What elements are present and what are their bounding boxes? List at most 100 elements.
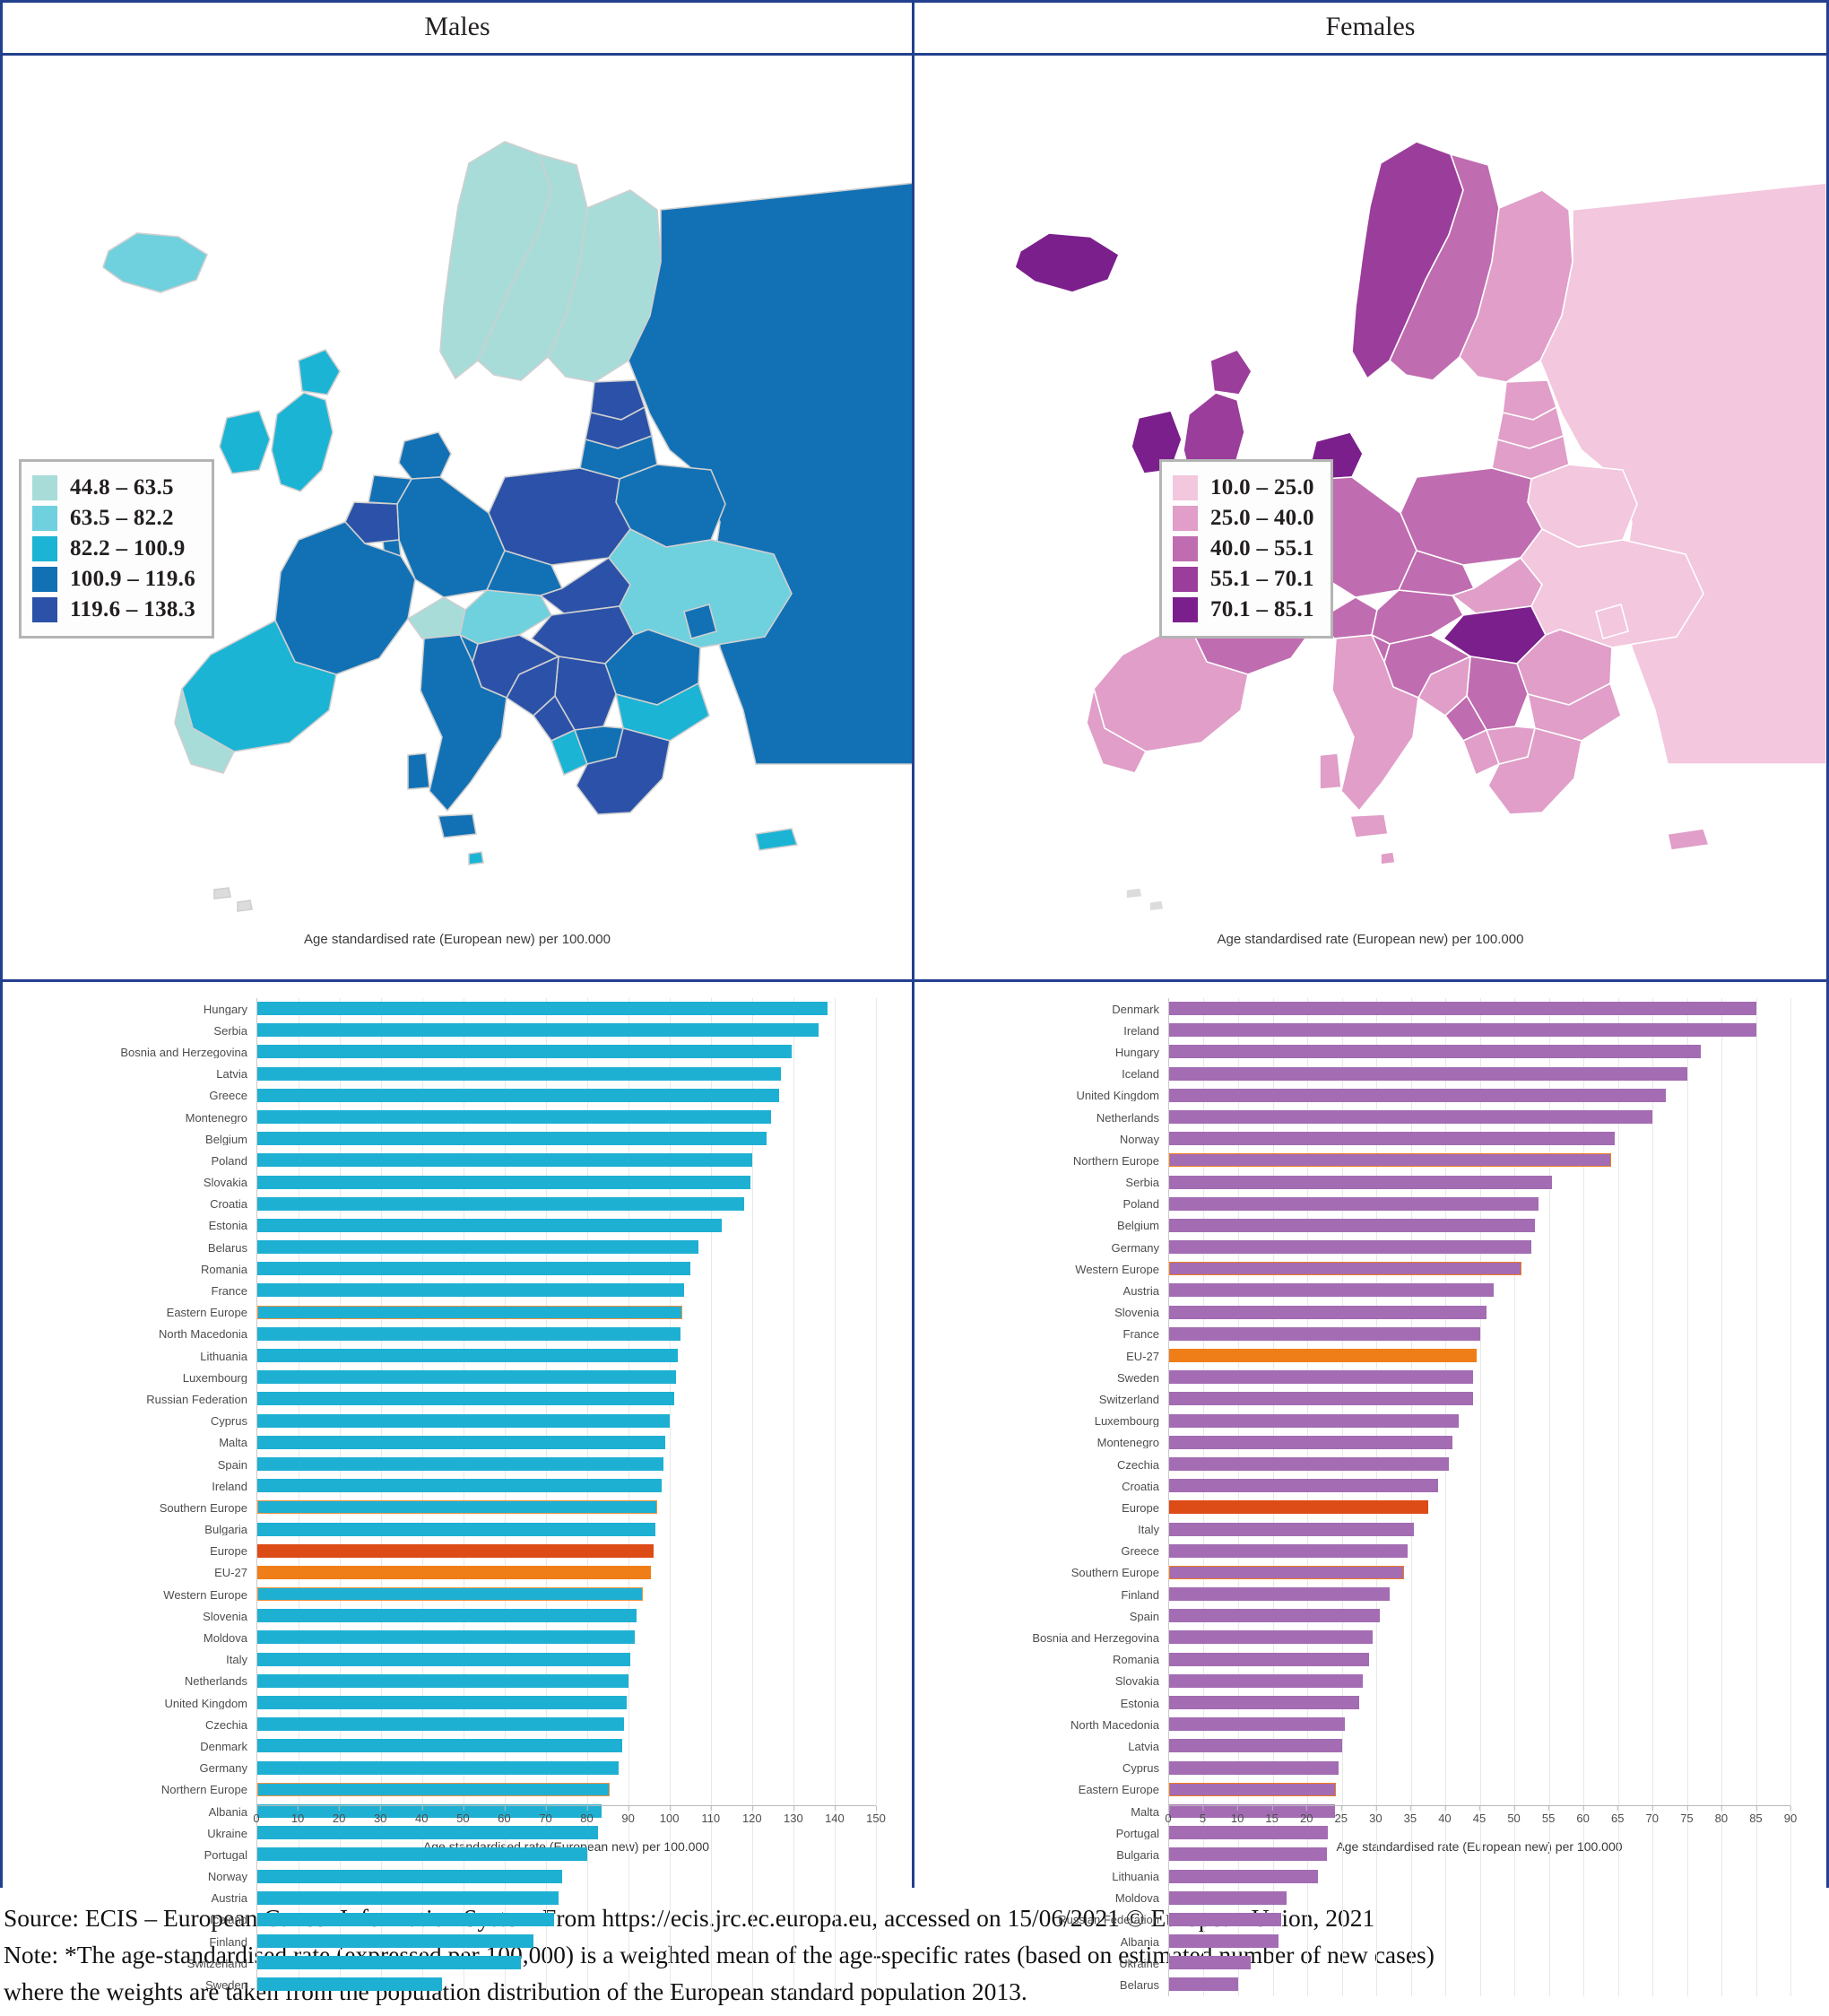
bar[interactable] bbox=[257, 1109, 771, 1124]
bar[interactable] bbox=[1169, 1869, 1318, 1883]
bar[interactable] bbox=[1169, 1934, 1279, 1949]
bar[interactable] bbox=[257, 1500, 658, 1515]
bar[interactable] bbox=[257, 1326, 680, 1341]
bar[interactable] bbox=[1169, 1045, 1701, 1059]
bar[interactable] bbox=[257, 1045, 792, 1059]
bar[interactable] bbox=[1169, 1392, 1473, 1406]
bar[interactable] bbox=[257, 1630, 635, 1645]
bar[interactable] bbox=[257, 1826, 598, 1840]
bar[interactable] bbox=[1169, 1500, 1428, 1515]
bar[interactable] bbox=[257, 1696, 627, 1709]
bar[interactable] bbox=[257, 1283, 685, 1298]
bar[interactable] bbox=[1169, 1066, 1687, 1081]
bar[interactable] bbox=[257, 1565, 652, 1579]
bar[interactable] bbox=[257, 1956, 522, 1970]
bar[interactable] bbox=[257, 1847, 587, 1862]
bar[interactable] bbox=[257, 1413, 670, 1428]
bar[interactable] bbox=[1169, 1630, 1374, 1645]
bar[interactable] bbox=[257, 1435, 666, 1449]
bar[interactable] bbox=[257, 1717, 625, 1732]
bar[interactable] bbox=[257, 1543, 654, 1558]
bar[interactable] bbox=[257, 1652, 631, 1666]
bar[interactable] bbox=[1169, 1218, 1536, 1232]
bar[interactable] bbox=[1169, 1522, 1415, 1536]
bar[interactable] bbox=[1169, 1435, 1452, 1449]
bar[interactable] bbox=[257, 1088, 779, 1102]
bar[interactable] bbox=[257, 1609, 637, 1623]
bar[interactable] bbox=[257, 1479, 662, 1493]
bar[interactable] bbox=[257, 1175, 750, 1189]
bar[interactable] bbox=[1169, 1088, 1667, 1102]
bar[interactable] bbox=[1169, 1456, 1449, 1471]
bar[interactable] bbox=[257, 1002, 828, 1015]
bar[interactable] bbox=[257, 1912, 555, 1926]
gridline bbox=[1583, 1865, 1584, 1888]
bar[interactable] bbox=[257, 1305, 682, 1319]
bar[interactable] bbox=[1169, 1717, 1346, 1732]
bar[interactable] bbox=[1169, 1132, 1615, 1146]
bar[interactable] bbox=[257, 1153, 752, 1168]
gridline bbox=[1583, 1497, 1584, 1519]
bar[interactable] bbox=[257, 1739, 623, 1753]
bar-row: Ireland bbox=[12, 1475, 877, 1498]
bar[interactable] bbox=[1169, 1175, 1553, 1189]
bar[interactable] bbox=[1169, 1240, 1532, 1255]
bar[interactable] bbox=[1169, 1587, 1391, 1602]
bar[interactable] bbox=[257, 1522, 655, 1536]
legend-item: 63.5 – 82.2 bbox=[32, 503, 195, 534]
bar[interactable] bbox=[257, 1869, 563, 1883]
x-axis-tick: 15 bbox=[1265, 1806, 1279, 1825]
bar[interactable] bbox=[1169, 1002, 1757, 1015]
bar[interactable] bbox=[257, 1023, 819, 1038]
bar[interactable] bbox=[1169, 1349, 1477, 1362]
bar[interactable] bbox=[1169, 1739, 1342, 1753]
bar[interactable] bbox=[1169, 1609, 1380, 1623]
bar[interactable] bbox=[1169, 1479, 1439, 1493]
bar[interactable] bbox=[1169, 1262, 1521, 1276]
bar[interactable] bbox=[257, 1934, 534, 1949]
bar[interactable] bbox=[1169, 1565, 1404, 1579]
bar[interactable] bbox=[257, 1803, 602, 1818]
bar[interactable] bbox=[1169, 1543, 1408, 1558]
bar[interactable] bbox=[1169, 1782, 1337, 1796]
bar[interactable] bbox=[257, 1262, 690, 1276]
bar[interactable] bbox=[1169, 1283, 1494, 1298]
bar[interactable] bbox=[257, 1370, 676, 1385]
bar[interactable] bbox=[257, 1587, 644, 1602]
bar[interactable] bbox=[257, 1196, 744, 1211]
bar[interactable] bbox=[1169, 1196, 1539, 1211]
bar[interactable] bbox=[257, 1392, 674, 1406]
bar[interactable] bbox=[1169, 1305, 1487, 1319]
gridline bbox=[1548, 1778, 1550, 1801]
bar[interactable] bbox=[1169, 1023, 1756, 1038]
bar[interactable] bbox=[257, 1218, 722, 1232]
bar[interactable] bbox=[257, 1066, 782, 1081]
bar[interactable] bbox=[257, 1890, 559, 1905]
bar[interactable] bbox=[1169, 1847, 1327, 1862]
bar[interactable] bbox=[1169, 1803, 1335, 1818]
gridline bbox=[1652, 1887, 1653, 1909]
bar[interactable] bbox=[257, 1132, 767, 1146]
bar[interactable] bbox=[1169, 1760, 1339, 1775]
bar[interactable] bbox=[257, 1977, 443, 1992]
bar[interactable] bbox=[1169, 1977, 1238, 1992]
bar[interactable] bbox=[1169, 1912, 1281, 1926]
bar[interactable] bbox=[1169, 1326, 1480, 1341]
bar[interactable] bbox=[257, 1456, 664, 1471]
bar[interactable] bbox=[1169, 1673, 1363, 1688]
bar[interactable] bbox=[1169, 1109, 1652, 1124]
bar[interactable] bbox=[1169, 1890, 1287, 1905]
bar[interactable] bbox=[257, 1782, 611, 1796]
bar[interactable] bbox=[1169, 1370, 1473, 1385]
gridline bbox=[711, 1431, 712, 1454]
bar[interactable] bbox=[1169, 1956, 1251, 1970]
bar[interactable] bbox=[1169, 1696, 1359, 1709]
bar[interactable] bbox=[257, 1673, 628, 1688]
bar[interactable] bbox=[1169, 1826, 1329, 1840]
bar[interactable] bbox=[1169, 1153, 1611, 1168]
bar[interactable] bbox=[1169, 1413, 1460, 1428]
bar[interactable] bbox=[1169, 1652, 1370, 1666]
bar[interactable] bbox=[257, 1240, 699, 1255]
bar[interactable] bbox=[257, 1349, 679, 1362]
bar[interactable] bbox=[257, 1760, 619, 1775]
